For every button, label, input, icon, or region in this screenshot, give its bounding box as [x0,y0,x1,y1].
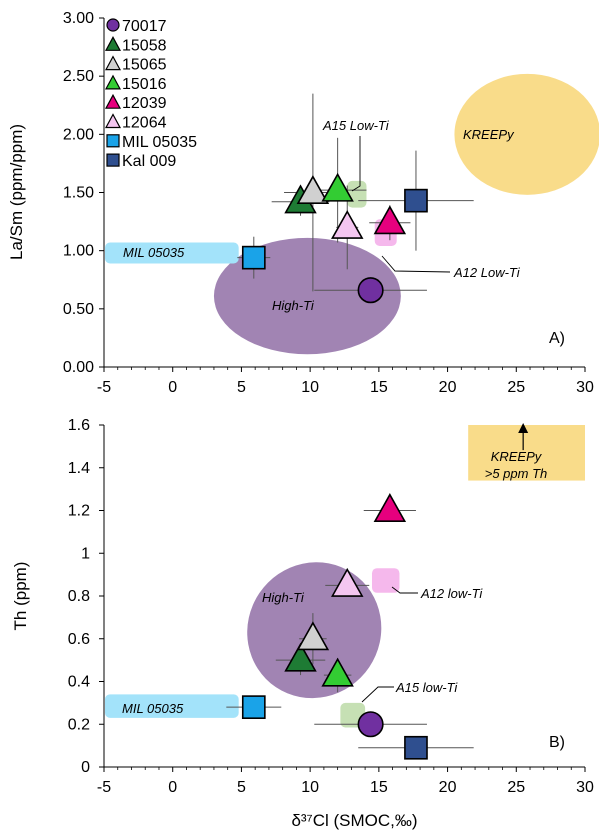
y-tick-label: 2.50 [63,68,94,85]
point-15016 [321,657,354,687]
y-tick-label: 1.50 [63,185,94,202]
legend-label: 15065 [122,57,167,74]
legend-label: 12039 [122,95,167,112]
panel-a: -5 0 5 10 15 20 25 30 0.00 0.50 1.00 1.50 2.00 2.50 3.… [7,10,599,396]
point-12064 [331,567,364,597]
legend-label: 70017 [122,18,167,35]
y-tick-label: 0.6 [68,631,90,648]
point-70017 [357,277,384,304]
y-tick-label: 3.00 [63,10,94,27]
annotation-kreepy: KREEPy [491,449,543,464]
field-kreepy [468,425,585,481]
legend-marker [104,74,122,90]
legend-label: 12064 [122,115,167,132]
legend-label: 15016 [122,76,167,93]
point-12039 [373,205,407,235]
x-tick-label: -5 [97,779,111,796]
x-tick-label: 30 [576,779,594,796]
y-axis-label: Th (ppm) [11,562,30,631]
annotation-kreepy: KREEPy [463,127,515,142]
point-70017 [357,711,384,738]
point-kal-009 [404,735,428,760]
legend-label: 15058 [122,37,167,54]
x-tick-label: 5 [237,379,246,396]
y-tick-label: 1.6 [68,417,90,434]
x-tick-label: 10 [301,379,319,396]
point-kal-009 [404,188,428,213]
x-tick-label: 0 [168,379,177,396]
leader-a15 [361,686,394,703]
field-mil-05035 [105,242,239,264]
leader-a12 [381,255,451,273]
y-tick-label: 1.4 [68,460,90,477]
x-tick-label: 25 [507,379,525,396]
point-15065 [296,621,330,651]
annotation-a12-low-ti: A12 low-Ti [420,586,483,601]
y-tick-label: 0.8 [68,588,90,605]
x-tick-label: 20 [439,379,457,396]
leader-a15 [351,136,361,192]
legend-marker [104,36,122,51]
legend-marker [104,113,122,129]
x-tick-label: 10 [301,779,319,796]
field-a15-low-ti [347,180,367,208]
annotation-mil-05035: MIL 05035 [123,245,185,260]
x-axis-label: δ³⁷Cl (SMOC,‰) [291,811,417,830]
annotation-a12-low-ti: A12 Low-Ti [453,265,521,280]
point-15065 [296,175,330,205]
x-tick-label: 25 [507,779,525,796]
field-kreepy [454,73,599,195]
annotation-kreepy-th: >5 ppm Th [485,466,548,481]
y-tick-label: 0 [81,759,90,776]
point-mil-05035 [241,695,266,719]
point-12039 [373,493,407,523]
y-tick-label: 0.00 [63,359,94,376]
legend-marker [106,18,120,32]
x-tick-label: 20 [439,779,457,796]
y-tick-label: 0.2 [68,716,90,733]
panel-label: A) [549,330,565,347]
x-tick-label: 5 [237,779,246,796]
legend-marker [106,134,120,148]
legend-marker [104,93,122,109]
x-tick-label: 15 [370,379,388,396]
x-tick-label: 15 [370,779,388,796]
point-12064 [331,209,364,239]
point-15016 [321,172,354,202]
y-tick-label: 0.4 [68,674,90,691]
x-tick-label: -5 [97,379,111,396]
panel-b: -5 0 5 10 15 20 25 30 0 0.2 0.4 0.6 0.8 1 1.2 1.4 1.6 Th … [11,417,594,830]
y-tick-label: 1.2 [68,503,90,520]
annotation-high-ti: High-Ti [272,298,315,313]
y-tick-label: 2.00 [63,126,94,143]
annotation-a15-low-ti: A15 Low-Ti [322,118,390,133]
kreepy-arrow-head [518,423,529,433]
panel-label: B) [549,734,565,751]
legend-label: MIL 05035 [122,134,197,151]
annotation-high-ti: High-Ti [262,590,305,605]
y-axis-label: La/Sm (ppm/ppm) [7,124,26,260]
y-tick-label: 1 [81,545,90,562]
legend-marker [106,153,120,167]
leader-a12 [391,586,418,594]
annotation-mil-05035: MIL 05035 [122,701,184,716]
legend-marker [104,55,122,71]
point-15058 [284,642,317,672]
y-tick-label: 0.50 [63,301,94,318]
x-tick-label: 30 [576,379,594,396]
field-a12-low-ti [371,568,400,593]
field-mil-05035 [105,694,239,718]
y-tick-label: 1.00 [63,243,94,260]
x-tick-label: 0 [168,779,177,796]
point-mil-05035 [241,245,266,270]
annotation-a15-low-ti: A15 low-Ti [395,680,458,695]
legend-label: Kal 009 [122,153,176,170]
